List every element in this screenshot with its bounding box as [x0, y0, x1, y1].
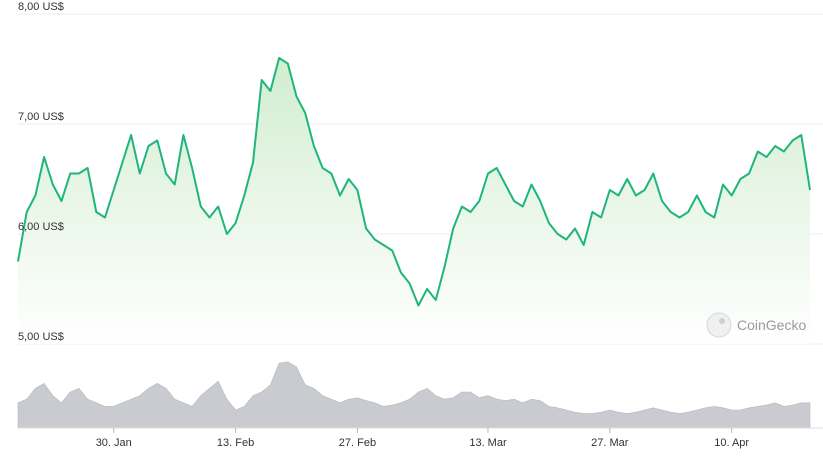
volume-area — [17, 361, 811, 429]
coingecko-watermark: CoinGecko — [706, 312, 806, 338]
price-area-fill — [18, 58, 810, 344]
y-tick-label: 7,00 US$ — [18, 111, 64, 123]
gecko-logo-eye-icon — [719, 318, 725, 324]
x-axis-ticks: 30. Jan 13. Feb 27. Feb 13. Mar 27. Mar 10. A… — [96, 428, 749, 449]
x-tick-label: 27. Mar — [591, 437, 629, 449]
x-tick-label: 13. Feb — [217, 437, 254, 449]
x-tick-label: 30. Jan — [96, 437, 132, 449]
x-tick-label: 10. Apr — [714, 437, 749, 449]
price-area — [17, 57, 811, 344]
x-tick-label: 13. Mar — [469, 437, 507, 449]
y-tick-label: 5,00 US$ — [18, 331, 64, 343]
y-tick-label: 8,00 US$ — [18, 1, 64, 13]
y-axis-ticks: 5,00 US$ 6,00 US$ 7,00 US$ 8,00 US$ — [18, 1, 64, 343]
watermark-text: CoinGecko — [737, 317, 806, 333]
volume-bars — [17, 361, 823, 429]
x-tick-label: 27. Feb — [339, 437, 376, 449]
gecko-logo-icon — [706, 312, 732, 338]
price-line — [17, 57, 811, 307]
y-tick-label: 6,00 US$ — [18, 221, 64, 233]
